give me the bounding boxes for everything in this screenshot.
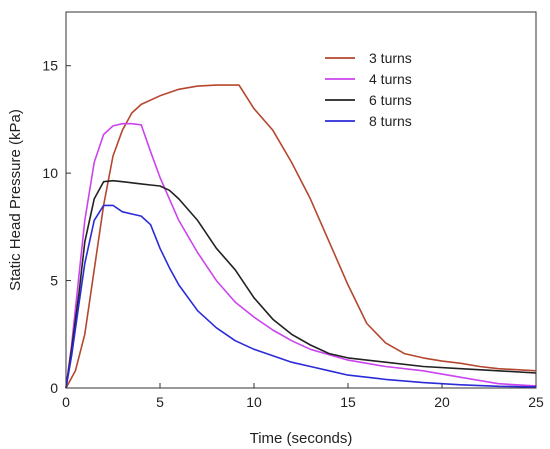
series-line-3-turns bbox=[65, 84, 537, 389]
legend-label: 8 turns bbox=[369, 113, 412, 129]
series-line-8-turns bbox=[65, 204, 537, 389]
legend: 3 turns 4 turns 6 turns 8 turns bbox=[325, 50, 412, 129]
legend-label: 3 turns bbox=[369, 50, 412, 66]
plot-frame bbox=[65, 11, 537, 389]
x-tick-label: 15 bbox=[340, 394, 356, 410]
y-tick-label: 15 bbox=[42, 58, 58, 74]
series-line-4-turns bbox=[65, 122, 537, 389]
series-group bbox=[65, 84, 537, 389]
x-axis-label: Time (seconds) bbox=[250, 430, 353, 447]
x-tick-label: 5 bbox=[156, 394, 164, 410]
x-tick-label: 10 bbox=[246, 394, 262, 410]
y-tick-label: 5 bbox=[50, 273, 58, 289]
x-tick-label: 20 bbox=[434, 394, 450, 410]
legend-label: 4 turns bbox=[369, 71, 412, 87]
axes: 0 5 10 15 20 25 0 5 10 15 bbox=[42, 58, 544, 410]
y-axis-label: Static Head Pressure (kPa) bbox=[7, 109, 24, 291]
y-tick-label: 10 bbox=[42, 165, 58, 181]
x-tick-label: 25 bbox=[528, 394, 544, 410]
x-tick-label: 0 bbox=[62, 394, 70, 410]
y-tick-label: 0 bbox=[50, 380, 58, 396]
legend-label: 6 turns bbox=[369, 92, 412, 108]
plot-area bbox=[65, 11, 537, 389]
series-line-6-turns bbox=[65, 179, 537, 389]
